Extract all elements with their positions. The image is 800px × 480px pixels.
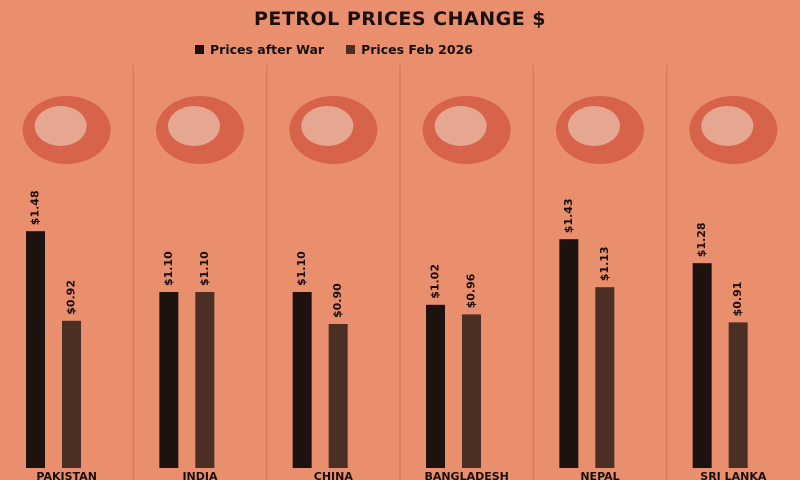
bar-china-prices-feb-2026: [328, 324, 348, 468]
data-label-nepal-prices-after-war: $1.43: [562, 198, 575, 233]
data-label-bangladesh-prices-feb-2026: $0.96: [465, 273, 478, 308]
bar-nepal-prices-after-war: [559, 239, 579, 468]
chart-legend: Prices after War Prices Feb 2026: [195, 42, 473, 57]
data-label-pakistan-prices-after-war: $1.48: [29, 190, 42, 225]
legend-item-after-war: Prices after War: [195, 42, 324, 57]
data-label-bangladesh-prices-after-war: $1.02: [429, 264, 442, 299]
data-label-india-prices-feb-2026: $1.10: [198, 251, 211, 286]
bangladesh-flag-map-icon: [422, 96, 511, 164]
chart-title: PETROL PRICES CHANGE $: [253, 8, 547, 30]
bar-bangladesh-prices-feb-2026: [462, 314, 481, 468]
data-label-pakistan-prices-feb-2026: $0.92: [65, 280, 78, 315]
data-label-china-prices-feb-2026: $0.90: [331, 283, 344, 318]
bar-china-prices-after-war: [292, 292, 312, 468]
sri-lanka-flag-map-icon: [689, 96, 778, 164]
legend-swatch-after-war: [195, 45, 204, 54]
pakistan-flag-map-icon: [22, 96, 111, 164]
nepal-flag-map-icon: [556, 96, 644, 164]
data-label-nepal-prices-feb-2026: $1.13: [598, 246, 611, 281]
bar-bangladesh-prices-after-war: [426, 304, 445, 468]
china-flag-map-icon: [289, 96, 378, 164]
bar-sri-lanka-prices-feb-2026: [728, 322, 748, 468]
data-label-china-prices-after-war: $1.10: [295, 251, 308, 286]
data-label-india-prices-after-war: $1.10: [162, 251, 175, 286]
category-label-nepal: NEPAL: [580, 470, 619, 480]
legend-label-feb-2026: Prices Feb 2026: [361, 42, 473, 57]
category-label-sri-lanka: SRI LANKA: [700, 470, 767, 480]
category-label-bangladesh: BANGLADESH: [424, 470, 508, 480]
bar-nepal-prices-feb-2026: [595, 287, 615, 468]
category-label-pakistan: PAKISTAN: [36, 470, 96, 480]
bar-india-prices-after-war: [159, 292, 179, 468]
india-flag-map-icon: [156, 96, 244, 164]
bar-india-prices-feb-2026: [195, 292, 215, 468]
legend-swatch-feb-2026: [346, 45, 356, 54]
bar-pakistan-prices-after-war: [26, 231, 45, 468]
bar-sri-lanka-prices-after-war: [692, 263, 712, 468]
legend-item-feb-2026: Prices Feb 2026: [346, 42, 473, 57]
data-label-sri-lanka-prices-feb-2026: $0.91: [731, 282, 744, 317]
category-label-china: CHINA: [314, 470, 354, 480]
legend-label-after-war: Prices after War: [210, 42, 325, 57]
category-label-india: INDIA: [182, 470, 218, 480]
data-label-sri-lanka-prices-after-war: $1.28: [695, 222, 708, 257]
bar-pakistan-prices-feb-2026: [62, 320, 81, 468]
